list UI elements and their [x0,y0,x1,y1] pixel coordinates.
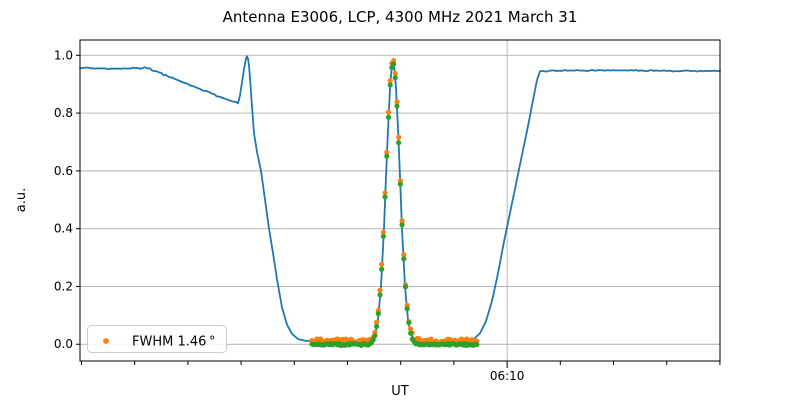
tick-labels: 06:10 0.0 0.2 0.4 0.6 0.8 1.0 [54,48,525,383]
data-point [387,78,393,84]
y-tick-label: 0.8 [54,106,73,120]
data-point [382,194,388,200]
y-tick-label: 0.6 [54,164,73,178]
data-point [474,341,480,348]
data-point [379,261,385,267]
data-point [396,134,402,140]
data-point [373,323,380,330]
data-point [392,75,398,81]
data-point [370,337,376,343]
scatter-data-points [309,58,480,346]
signal-line [79,55,721,343]
data-point [385,114,392,120]
data-point [392,70,398,77]
scatter-fit-points [309,61,480,349]
legend-label: FWHM 1.46 ° [132,335,216,350]
data-point [380,233,386,239]
data-point [372,333,378,339]
data-point [377,292,383,298]
x-axis-label: UT [391,384,409,399]
data-point [397,181,403,187]
data-point [384,153,390,159]
data-point [385,109,392,115]
data-point [394,99,400,105]
legend-box [87,325,227,353]
data-point [404,306,410,312]
data-point [407,330,414,336]
data-point [401,256,407,262]
grid-layer [80,40,720,361]
data-point [377,287,383,293]
axes-border [79,39,721,362]
y-axis-label: a.u. [14,188,29,212]
data-point [407,326,414,332]
axis-ticks [76,54,721,368]
y-tick-label: 0.0 [54,337,73,351]
data-point [379,266,385,272]
data-point [390,61,397,67]
data-point [401,252,407,258]
data-point [387,82,393,88]
x-tick-label: 06:10 [490,369,525,383]
data-point [406,320,412,326]
data-point [399,218,405,224]
data-point [396,140,402,146]
legend-marker-dot [103,338,109,344]
data-point [399,222,405,228]
data-point [394,103,400,109]
data-point [373,319,380,325]
data-point [375,311,381,317]
y-tick-label: 1.0 [54,48,73,62]
data-point [384,149,390,155]
legend: FWHM 1.46 ° [87,325,227,353]
y-tick-label: 0.4 [54,222,73,236]
data-point [402,284,409,290]
data-point [382,190,388,196]
y-tick-label: 0.2 [54,279,73,293]
data-point [380,229,386,235]
chart-title: Antenna E3006, LCP, 4300 MHz 2021 March … [223,8,578,26]
